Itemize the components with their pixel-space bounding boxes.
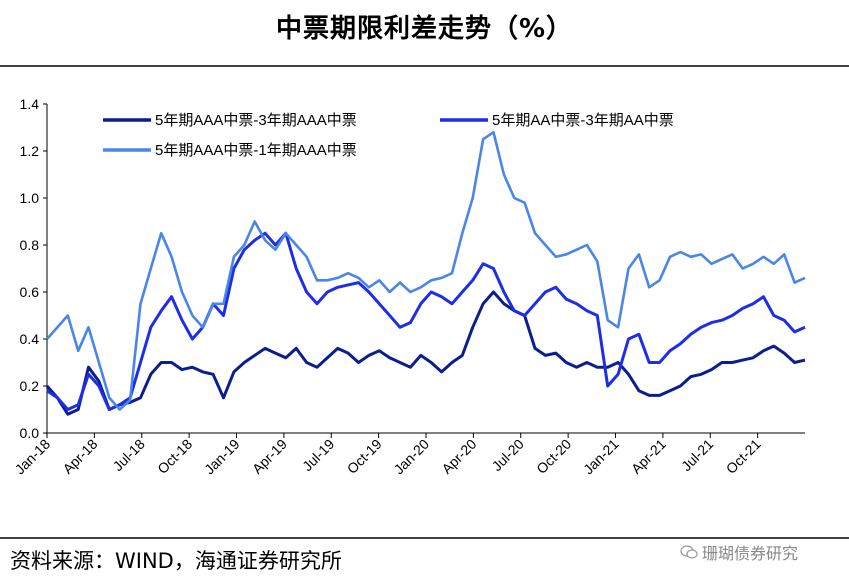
series-layer (45, 130, 806, 416)
legend: 5年期AAA中票-3年期AAA中票 5年期AA中票-3年期AA中票 5年期AAA中票… (103, 112, 674, 159)
y-tick-label: 1.4 (20, 96, 40, 112)
y-tick-label: 0.2 (20, 378, 40, 394)
x-tick-label: Jan-19 (201, 436, 243, 478)
x-tick-label: Jul-19 (299, 436, 337, 474)
y-tick-label: 0.0 (20, 425, 40, 441)
x-tick-label: Jul-18 (110, 436, 148, 474)
x-tick-label: Apr-20 (438, 436, 479, 477)
x-tick-label: Jul-21 (678, 436, 716, 474)
source-note: 资料来源：WIND，海通证券研究所 (10, 549, 342, 573)
x-tick-label: Apr-18 (59, 436, 100, 477)
legend-label-3: 5年期AAA中票-1年期AAA中票 (155, 142, 357, 159)
y-tick-label: 1.2 (20, 143, 40, 159)
axes: 0.0 0.2 0.4 0.6 0.8 1.0 1.2 1.4 Jan-18 Apr-18 Jul-… (12, 96, 805, 477)
x-tick-label: Jul-20 (489, 436, 527, 474)
x-tick-label: Oct-21 (723, 436, 764, 477)
x-tick-label: Jan-21 (580, 436, 622, 478)
chart-title: 中票期限利差走势（%） (275, 14, 574, 44)
wechat-icon (680, 545, 698, 559)
y-tick-label: 0.8 (20, 237, 40, 253)
x-tick-label: Oct-19 (344, 436, 385, 477)
legend-label-1: 5年期AAA中票-3年期AAA中票 (155, 112, 357, 129)
x-tick-label: Apr-19 (249, 436, 290, 477)
y-tick-label: 0.4 (20, 331, 40, 347)
x-tick-label: Jan-20 (391, 436, 433, 478)
y-tick-label: 0.6 (20, 284, 40, 300)
y-tick-label: 1.0 (20, 190, 40, 206)
watermark: 珊瑚债券研究 (680, 540, 798, 564)
series-line-2 (46, 231, 806, 411)
x-tick-label: Oct-18 (154, 436, 195, 477)
x-tick-label: Oct-20 (533, 436, 574, 477)
series-line-1 (45, 290, 806, 416)
series-line-3 (46, 130, 806, 411)
x-tick-label: Apr-21 (628, 436, 669, 477)
x-tick-label: Jan-18 (12, 436, 54, 478)
legend-label-2: 5年期AA中票-3年期AA中票 (492, 112, 674, 129)
watermark-text: 珊瑚债券研究 (702, 544, 799, 563)
